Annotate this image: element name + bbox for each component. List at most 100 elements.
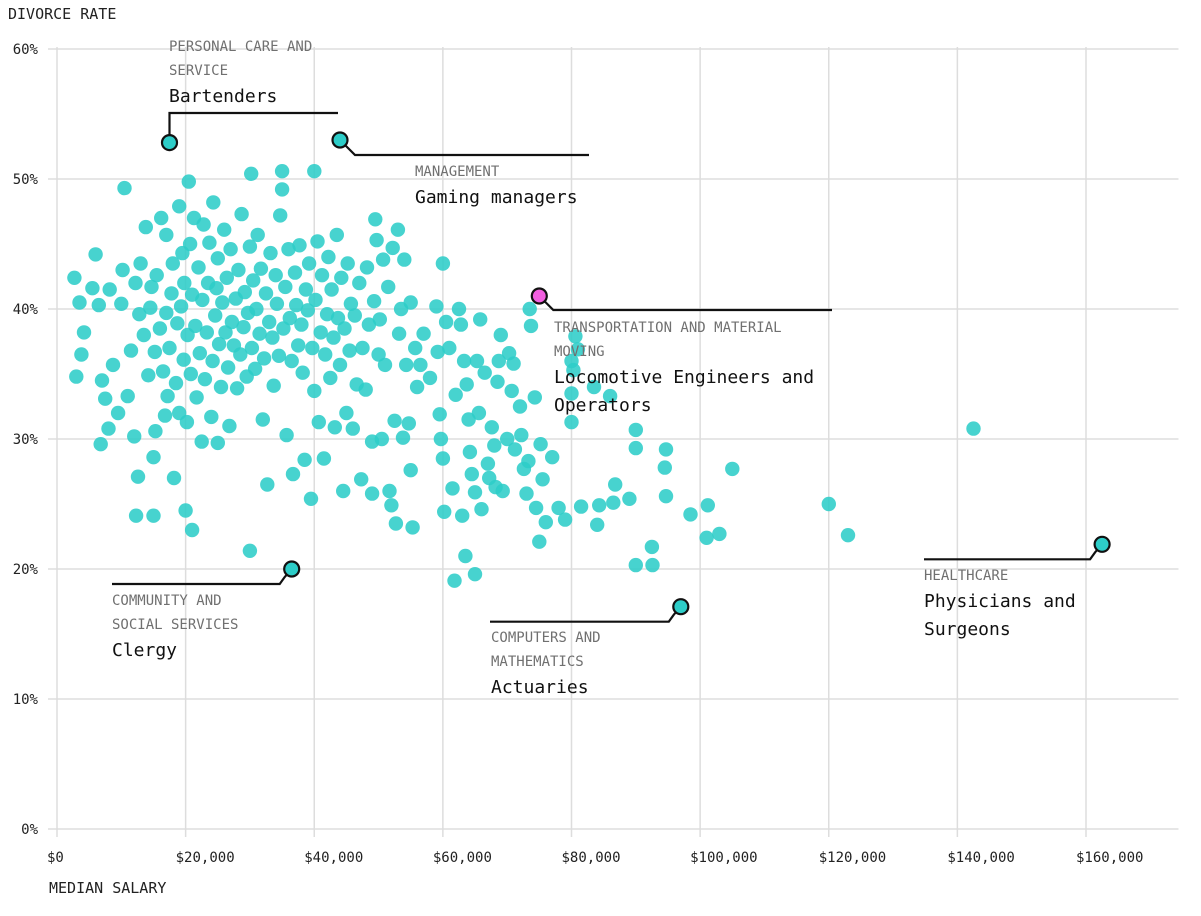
data-point bbox=[375, 252, 391, 267]
data-point bbox=[181, 174, 196, 189]
data-point bbox=[252, 326, 267, 341]
data-point bbox=[217, 222, 232, 237]
annotation-occupation: Operators bbox=[554, 395, 652, 416]
data-point bbox=[269, 296, 285, 311]
data-point bbox=[210, 251, 225, 266]
data-point bbox=[274, 164, 290, 179]
data-point bbox=[447, 573, 462, 588]
annotations: PERSONAL CARE AND SERVICE Bartenders MANAGE… bbox=[112, 39, 1111, 698]
y-tick-label: 60% bbox=[13, 42, 39, 58]
data-point bbox=[146, 508, 161, 523]
data-point bbox=[120, 388, 135, 404]
data-point bbox=[279, 427, 294, 443]
data-point bbox=[284, 353, 299, 369]
data-point bbox=[384, 498, 399, 513]
data-point bbox=[395, 430, 411, 445]
data-point bbox=[189, 390, 204, 405]
annotation-occupation: Clergy bbox=[112, 640, 177, 661]
data-point bbox=[285, 466, 301, 482]
data-point bbox=[330, 310, 346, 326]
data-point bbox=[133, 256, 148, 271]
data-point bbox=[305, 340, 320, 356]
x-tick-label: $160,000 bbox=[1076, 850, 1143, 866]
data-point bbox=[273, 208, 288, 223]
highlighted-point[interactable] bbox=[331, 131, 349, 149]
data-point bbox=[255, 412, 270, 427]
annotation-category: HEALTHCARE bbox=[924, 568, 1008, 584]
data-point bbox=[467, 485, 483, 500]
data-points bbox=[67, 164, 981, 588]
data-point bbox=[523, 318, 539, 334]
data-point bbox=[188, 318, 203, 334]
data-point bbox=[358, 382, 373, 397]
data-point bbox=[105, 357, 121, 373]
data-point bbox=[166, 470, 182, 486]
data-point bbox=[564, 386, 579, 401]
data-point bbox=[202, 235, 217, 250]
data-point bbox=[253, 261, 269, 276]
data-point bbox=[477, 365, 492, 380]
data-point bbox=[327, 420, 342, 435]
data-point bbox=[570, 342, 586, 357]
data-point bbox=[128, 275, 143, 291]
data-point bbox=[249, 301, 264, 317]
annotation: PERSONAL CARE AND SERVICE Bartenders bbox=[160, 39, 338, 152]
highlighted-point[interactable] bbox=[530, 287, 548, 305]
data-point bbox=[323, 370, 338, 386]
data-point bbox=[564, 414, 579, 430]
data-point bbox=[159, 227, 174, 243]
highlighted-point[interactable] bbox=[160, 134, 179, 152]
y-tick-label: 30% bbox=[13, 432, 39, 448]
data-point bbox=[538, 515, 553, 530]
data-point bbox=[438, 314, 454, 330]
data-point bbox=[195, 292, 210, 308]
data-point bbox=[271, 348, 287, 363]
data-point bbox=[159, 305, 174, 321]
x-tick-label: $60,000 bbox=[433, 850, 492, 866]
data-point bbox=[545, 450, 560, 465]
data-point bbox=[435, 256, 451, 271]
data-point bbox=[146, 450, 161, 465]
data-point bbox=[451, 301, 467, 317]
data-point bbox=[298, 282, 314, 297]
data-point bbox=[527, 390, 542, 405]
x-tick-label: $120,000 bbox=[819, 850, 886, 866]
data-point bbox=[101, 421, 116, 436]
highlighted-point[interactable] bbox=[672, 598, 690, 616]
data-point bbox=[115, 262, 130, 278]
data-point bbox=[484, 420, 499, 435]
data-point bbox=[519, 486, 534, 501]
data-point bbox=[176, 352, 191, 367]
highlighted-point[interactable] bbox=[283, 560, 301, 578]
data-point bbox=[303, 491, 319, 506]
x-tick-label: $20,000 bbox=[176, 850, 235, 866]
data-point bbox=[551, 500, 566, 516]
data-point bbox=[455, 508, 470, 523]
data-point bbox=[244, 340, 260, 356]
data-point bbox=[164, 286, 179, 301]
data-point bbox=[297, 452, 312, 467]
data-point bbox=[557, 512, 573, 527]
data-point bbox=[321, 249, 336, 265]
leader-line bbox=[339, 139, 589, 157]
data-point bbox=[231, 262, 246, 278]
data-point bbox=[658, 442, 674, 457]
data-point bbox=[88, 247, 103, 262]
x-tick-label: $140,000 bbox=[947, 850, 1014, 866]
data-point bbox=[194, 434, 209, 449]
annotation: COMPUTERS AND MATHEMATICS Actuaries bbox=[490, 598, 690, 698]
data-point bbox=[130, 469, 146, 484]
data-point bbox=[268, 268, 283, 283]
data-point bbox=[278, 279, 293, 295]
data-point bbox=[326, 330, 341, 345]
data-point bbox=[490, 374, 505, 389]
data-point bbox=[102, 282, 117, 297]
data-point bbox=[114, 296, 129, 311]
data-point bbox=[282, 310, 297, 326]
data-point bbox=[85, 281, 100, 296]
data-point bbox=[381, 279, 396, 295]
data-point bbox=[405, 520, 420, 535]
y-tick-label: 50% bbox=[13, 172, 39, 188]
highlighted-point[interactable] bbox=[1093, 535, 1111, 553]
